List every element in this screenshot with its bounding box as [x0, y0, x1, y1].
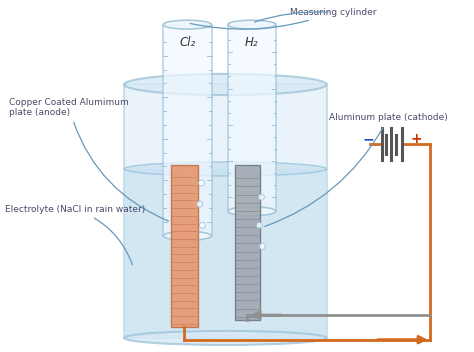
Ellipse shape — [197, 201, 202, 207]
Bar — [235, 165, 260, 320]
Ellipse shape — [124, 162, 327, 176]
Ellipse shape — [259, 244, 265, 249]
Ellipse shape — [124, 331, 327, 345]
Text: Measuring cylinder: Measuring cylinder — [190, 8, 376, 29]
Text: Copper Coated Alumimum
plate (anode): Copper Coated Alumimum plate (anode) — [9, 98, 169, 221]
Text: Electrolyte (NaCl in rain water): Electrolyte (NaCl in rain water) — [5, 205, 145, 265]
Text: −: − — [362, 132, 374, 146]
Bar — [124, 84, 327, 338]
Ellipse shape — [199, 180, 204, 186]
Text: +: + — [410, 132, 422, 146]
Text: Aluminum plate (cathode): Aluminum plate (cathode) — [265, 113, 447, 226]
Ellipse shape — [256, 222, 263, 228]
Bar — [171, 165, 198, 327]
Ellipse shape — [124, 74, 327, 95]
Bar — [228, 25, 276, 211]
Ellipse shape — [163, 232, 211, 240]
Bar — [124, 169, 327, 338]
Ellipse shape — [163, 20, 211, 29]
Ellipse shape — [228, 20, 276, 29]
Ellipse shape — [258, 194, 264, 200]
Ellipse shape — [200, 222, 205, 228]
Text: H₂: H₂ — [245, 36, 259, 49]
Text: Cl₂: Cl₂ — [179, 36, 196, 49]
Ellipse shape — [228, 207, 276, 215]
Bar — [163, 25, 211, 236]
